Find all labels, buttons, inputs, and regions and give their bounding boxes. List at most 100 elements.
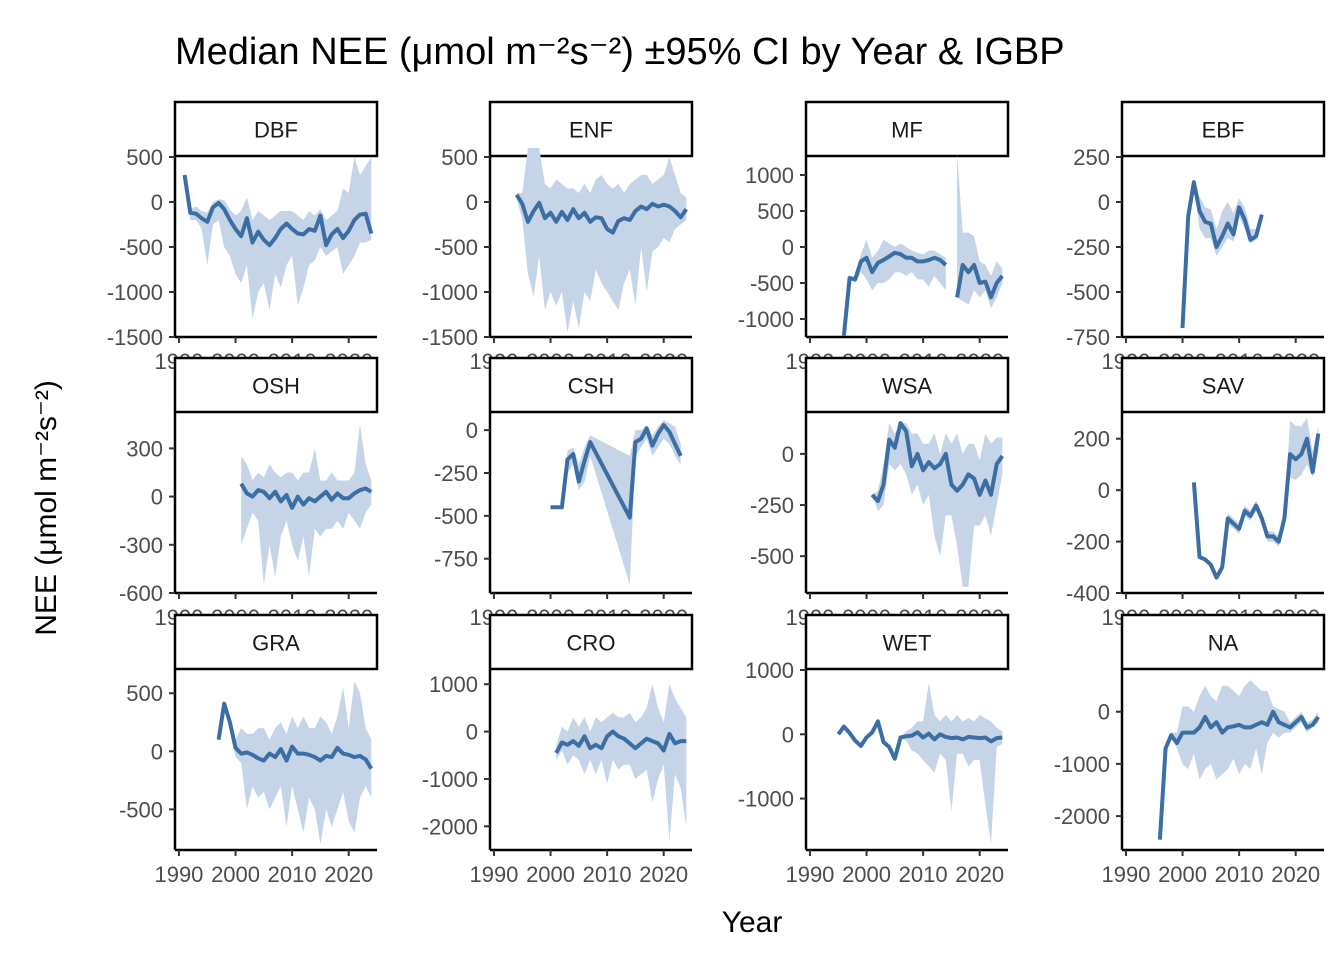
y-tick-label: 0: [466, 190, 478, 215]
y-tick-label: -1500: [107, 325, 163, 350]
y-tick-label: -500: [434, 504, 478, 529]
y-tick-label: 0: [466, 418, 478, 443]
y-tick-label: -750: [1066, 325, 1110, 350]
strip-box: [804, 356, 1010, 414]
x-tick-label: 2020: [955, 862, 1004, 887]
y-tick-label: 0: [1098, 190, 1110, 215]
median-line: [955, 263, 1004, 300]
y-tick-label: -1500: [422, 325, 478, 350]
x-tick-label: 2020: [639, 862, 688, 887]
y-tick-label: 0: [782, 442, 794, 467]
ci-ribbon: [1193, 418, 1319, 581]
median-line: [514, 193, 688, 235]
strip-label: DBF: [254, 118, 298, 143]
y-tick-label: -1000: [422, 767, 478, 792]
median-line: [554, 729, 687, 754]
x-tick-label: 2010: [899, 862, 948, 887]
y-tick-label: 200: [1073, 427, 1110, 452]
strip-box: [488, 100, 694, 158]
median-line: [841, 250, 948, 336]
strip-box: [488, 613, 694, 671]
y-tick-label: -1000: [738, 787, 794, 812]
x-tick-label: 1990: [785, 862, 834, 887]
y-tick-label: 0: [151, 190, 163, 215]
strip-label: CRO: [567, 631, 616, 656]
strip-label: WSA: [882, 374, 932, 399]
panel-gra: GRA 500 0 -500 1990 2000 2010 2020: [119, 613, 379, 887]
strip-box: [1120, 613, 1326, 671]
y-tick-label: 0: [466, 720, 478, 745]
median-line: [1180, 180, 1264, 329]
strip-label: ENF: [569, 118, 613, 143]
y-tick-label: -200: [1066, 530, 1110, 555]
y-tick-label: 0: [782, 722, 794, 747]
strip-box: [488, 356, 694, 414]
x-tick-label: 2010: [583, 862, 632, 887]
y-tick-label: -250: [434, 461, 478, 486]
ci-ribbon: [1182, 180, 1262, 328]
panel-wet: WET 1000 0 -1000 1990 2000 2010 2020: [738, 613, 1010, 887]
y-tick-label: -500: [750, 271, 794, 296]
y-tick-label: 500: [757, 199, 794, 224]
x-tick-label: 2010: [1215, 862, 1264, 887]
ci-ribbon: [556, 684, 687, 841]
y-tick-label: 500: [126, 145, 163, 170]
x-axis-title: Year: [722, 906, 783, 939]
y-tick-label: -500: [119, 235, 163, 260]
x-tick-label: 2010: [268, 862, 317, 887]
x-tick-label: 2020: [324, 862, 373, 887]
y-tick-label: -2000: [1054, 804, 1110, 829]
strip-label: CSH: [568, 374, 614, 399]
median-line: [1191, 433, 1321, 580]
ci-ribbon: [1159, 680, 1319, 840]
median-line: [182, 174, 374, 248]
facet-panels: DBF5000-500-1000-15001990200020102020ENF…: [107, 100, 1326, 887]
strip-label: GRA: [252, 631, 300, 656]
strip-box: [804, 100, 1010, 158]
median-line: [239, 482, 373, 510]
y-tick-label: 500: [441, 145, 478, 170]
y-tick-label: -500: [119, 797, 163, 822]
y-tick-label: 1000: [745, 163, 794, 188]
y-tick-label: -1000: [738, 307, 794, 332]
y-tick-label: 0: [1098, 478, 1110, 503]
strip-box: [804, 613, 1010, 671]
median-line: [1157, 709, 1320, 840]
x-tick-label: 1990: [469, 862, 518, 887]
strip-box: [1120, 356, 1326, 414]
x-tick-label: 1990: [1101, 862, 1150, 887]
strip-label: SAV: [1202, 374, 1245, 399]
ci-ribbon: [241, 424, 372, 585]
median-line: [870, 421, 1004, 503]
y-tick-label: -2000: [422, 814, 478, 839]
x-tick-label: 2020: [1271, 862, 1320, 887]
panel-na: NA 0 -1000 -2000 1990 2000 2010 2020: [1054, 613, 1326, 887]
y-tick-label: -1000: [422, 280, 478, 305]
y-tick-label: 250: [1073, 145, 1110, 170]
y-tick-label: 0: [1098, 700, 1110, 725]
strip-label: NA: [1208, 631, 1239, 656]
y-tick-label: 300: [126, 436, 163, 461]
strip-label: EBF: [1202, 118, 1245, 143]
ci-ribbon: [872, 423, 1003, 587]
x-tick-label: 1990: [154, 862, 203, 887]
y-tick-label: -500: [1066, 280, 1110, 305]
median-line: [550, 423, 683, 520]
y-tick-label: 1000: [429, 672, 478, 697]
x-tick-label: 2000: [1158, 862, 1207, 887]
strip-box: [173, 100, 379, 158]
y-tick-label: 500: [126, 681, 163, 706]
y-tick-label: -750: [434, 547, 478, 572]
strip-label: MF: [891, 118, 923, 143]
y-tick-label: -400: [1066, 581, 1110, 606]
ci-ribbon: [218, 681, 372, 845]
panel-cro: CRO 1000 0 -1000 -2000 1990 2000 2010 2020: [422, 613, 694, 887]
